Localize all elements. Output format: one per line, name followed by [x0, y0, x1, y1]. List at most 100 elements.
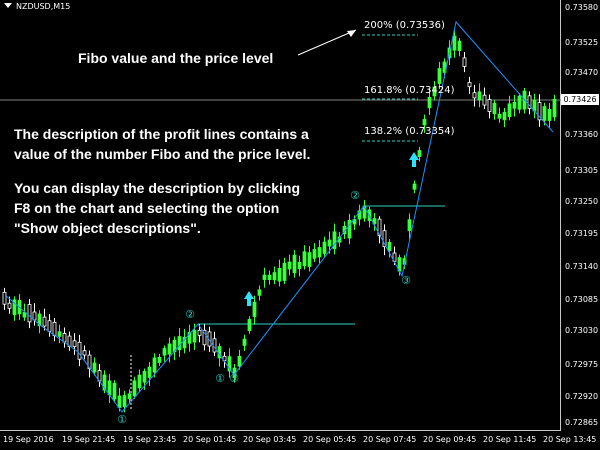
candle-body: [227, 356, 232, 372]
candle-body: [192, 330, 197, 343]
price-tick-label: 0.73140: [565, 262, 599, 271]
instructions-line: F8 on the chart and selecting the option: [14, 200, 280, 216]
candle-body: [527, 95, 532, 109]
chart-menu-arrow-icon[interactable]: [4, 3, 12, 8]
candle-body: [467, 82, 472, 88]
fibo-level-label: 200% (0.73536): [364, 20, 445, 31]
candle-body: [262, 274, 267, 280]
candle-body: [102, 374, 107, 391]
candle-body: [57, 331, 62, 337]
wave-marker: ①: [215, 372, 225, 385]
time-tick-label: 20 Sep 07:45: [363, 435, 417, 444]
candle-body: [552, 98, 557, 118]
time-tick-label: 20 Sep 01:45: [183, 435, 237, 444]
candle-body: [302, 251, 307, 267]
candle-body: [352, 218, 357, 225]
candle-body: [252, 301, 257, 317]
candle-body: [312, 249, 317, 259]
candle-body: [142, 371, 147, 383]
candle-body: [517, 95, 522, 110]
price-chart[interactable]: ①②① ③②③: [0, 0, 561, 431]
candle-body: [112, 383, 117, 400]
candle-body: [507, 103, 512, 118]
candle-body: [287, 261, 292, 270]
candle-body: [157, 356, 162, 363]
price-tick-label: 0.72920: [565, 392, 599, 401]
candle-body: [162, 348, 167, 356]
instructions-line: "Show object descriptions".: [14, 220, 201, 236]
candle-body: [497, 113, 502, 119]
candle-body: [7, 302, 12, 309]
candles: [2, 30, 557, 413]
candle-body: [482, 94, 487, 106]
price-tick-label: 0.73030: [565, 326, 599, 335]
pointer-arrow-icon: [297, 29, 357, 56]
candle-body: [547, 109, 552, 121]
time-tick-label: 20 Sep 03:45: [243, 435, 297, 444]
candle-body: [42, 316, 47, 327]
candle-body: [87, 354, 92, 370]
candle-body: [237, 355, 242, 367]
candle-body: [182, 337, 187, 349]
candle-body: [127, 393, 132, 400]
wave-marker: ②: [185, 308, 195, 321]
candle-body: [307, 252, 312, 267]
fibo-level-label: 138.2% (0.73354): [364, 126, 455, 137]
price-tick-label: 0.73525: [565, 38, 599, 47]
candle-body: [457, 40, 462, 52]
up-arrow-icon: [409, 152, 419, 167]
candle-body: [432, 86, 437, 97]
candle-body: [147, 366, 152, 378]
candle-body: [487, 99, 492, 112]
candle-body: [282, 262, 287, 281]
candle-body: [357, 210, 362, 220]
candle-body: [82, 350, 87, 356]
candle-body: [297, 261, 302, 269]
candle-body: [202, 329, 207, 346]
candle-body: [452, 35, 457, 51]
price-tick-label: 0.72975: [565, 360, 599, 369]
up-arrow-icon: [244, 291, 254, 306]
candle-body: [247, 319, 252, 331]
candle-body: [422, 119, 427, 126]
time-tick-label: 20 Sep 09:45: [423, 435, 477, 444]
candle-body: [492, 102, 497, 114]
candle-body: [132, 380, 137, 397]
candle-body: [137, 374, 142, 389]
candle-body: [52, 321, 57, 336]
candle-body: [542, 106, 547, 121]
candle-body: [122, 395, 127, 407]
candle-body: [412, 183, 417, 190]
candle-body: [477, 91, 482, 101]
candle-body: [277, 267, 282, 282]
candle-body: [327, 239, 332, 247]
time-tick-label: 19 Sep 2016: [3, 435, 54, 444]
candle-body: [72, 340, 77, 348]
fibo-callout-text: Fibo value and the price level: [78, 50, 274, 66]
candle-body: [502, 112, 507, 121]
price-tick-label: 0.73470: [565, 68, 599, 77]
candle-body: [382, 230, 387, 248]
candle-body: [462, 57, 467, 67]
price-tick-label: 0.73580: [565, 3, 599, 12]
candle-body: [272, 272, 277, 281]
candle-body: [417, 150, 422, 157]
candle-body: [27, 304, 32, 323]
candle-body: [167, 343, 172, 355]
time-tick-label: 19 Sep 21:45: [62, 435, 116, 444]
candle-body: [2, 291, 7, 305]
candle-body: [267, 274, 272, 280]
price-tick-label: 0.73360: [565, 130, 599, 139]
price-tick-label: 0.73305: [565, 166, 599, 175]
candle-body: [537, 102, 542, 121]
instructions-text: You can display the description by click…: [14, 178, 300, 238]
time-tick-label: 20 Sep 11:45: [483, 435, 537, 444]
zigzag-line: [4, 20, 554, 413]
candle-body: [177, 336, 182, 351]
instructions-line: You can display the description by click…: [14, 180, 301, 196]
current-price-tag: 0.73426: [561, 94, 599, 105]
wave-marker: ①: [117, 413, 127, 426]
wave-markers: ①②① ③②③: [117, 189, 411, 426]
